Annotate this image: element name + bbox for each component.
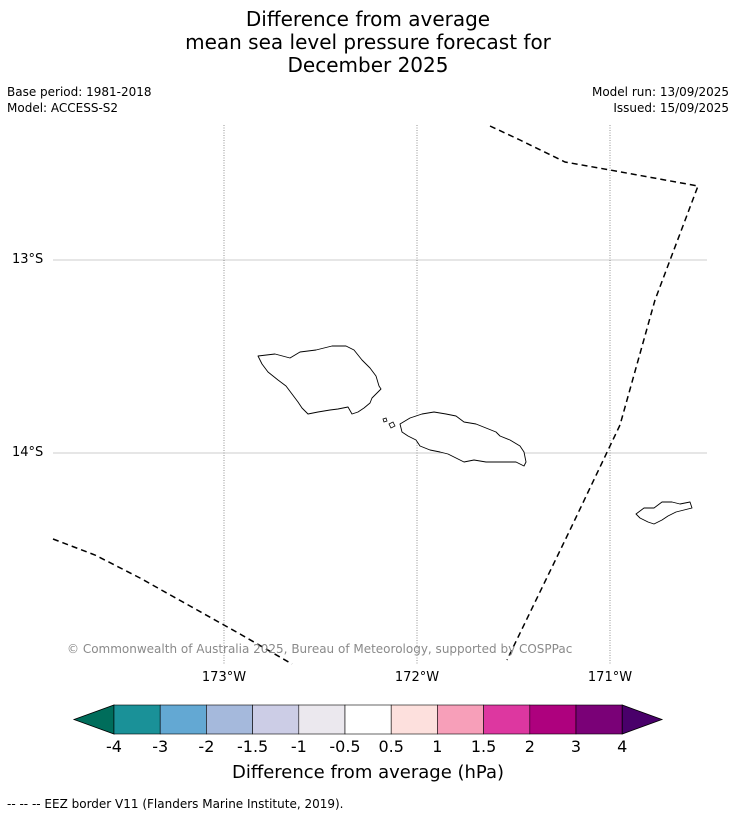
copyright-text: © Commonwealth of Australia 2025, Bureau…	[67, 642, 573, 656]
model-name: Model: ACCESS-S2	[7, 101, 119, 115]
colorbar-tick-label: 3	[570, 737, 582, 756]
colorbar-segment	[344, 704, 392, 735]
colorbar-tick-label: -4	[106, 737, 122, 756]
title-line-3: December 2025	[287, 53, 449, 77]
map-area	[53, 125, 707, 665]
lat-label-13s: 13°S	[12, 252, 44, 267]
eez-footnote: -- -- -- EEZ border V11 (Flanders Marine…	[7, 797, 344, 811]
colorbar-segment	[483, 704, 531, 735]
colorbar	[72, 704, 664, 735]
eez-border-west	[52, 538, 293, 665]
colorbar-segment	[575, 704, 623, 735]
colorbar-tick-label: -2	[198, 737, 215, 756]
colorbar-segment	[390, 704, 438, 735]
colorbar-tick-label: -1.5	[236, 737, 269, 756]
colorbar-segment	[159, 704, 207, 735]
colorbar-segment	[437, 704, 484, 735]
base-period: Base period: 1981-2018	[7, 85, 152, 99]
lat-label-14s: 14°S	[12, 445, 44, 460]
colorbar-tick-label: 1	[432, 737, 443, 756]
colorbar-tick-label: 0.5	[378, 737, 404, 756]
colorbar-segment	[252, 704, 300, 735]
colorbar-over-extend	[621, 704, 664, 735]
colorbar-segment	[298, 704, 346, 735]
colorbar-tick-label: 1.5	[470, 737, 497, 756]
lon-label-173w: 173°W	[201, 670, 247, 685]
colorbar-tick-label: -3	[152, 737, 169, 756]
savaii-island	[257, 345, 382, 415]
islet-apolima	[382, 417, 388, 423]
colorbar-under-extend	[72, 704, 115, 735]
tutuila-island	[635, 501, 693, 525]
islet-manono	[388, 421, 396, 429]
colorbar-segment	[529, 704, 577, 735]
colorbar-label: Difference from average (hPa)	[231, 762, 505, 783]
model-run: Model run: 13/09/2025	[591, 85, 729, 99]
colorbar-tick-label: 4	[617, 737, 628, 756]
title-line-2: mean sea level pressure forecast for	[185, 30, 551, 54]
lon-label-172w: 172°W	[394, 670, 440, 685]
upolu-island	[399, 411, 527, 467]
lon-label-171w: 171°W	[587, 670, 633, 685]
chart-title: Difference from average mean sea level p…	[0, 8, 736, 77]
issued-date: Issued: 15/09/2025	[613, 101, 729, 115]
colorbar-segment	[113, 704, 161, 735]
title-line-1: Difference from average	[245, 7, 491, 31]
meta-left: Base period: 1981-2018 Model: ACCESS-S2	[7, 84, 152, 116]
colorbar-tick-label: 2	[524, 737, 535, 756]
colorbar-tick-label: -1	[290, 737, 307, 756]
colorbar-segment	[206, 704, 253, 735]
meta-right: Model run: 13/09/2025 Issued: 15/09/2025	[592, 84, 729, 116]
colorbar-tick-label: -0.5	[329, 737, 361, 756]
